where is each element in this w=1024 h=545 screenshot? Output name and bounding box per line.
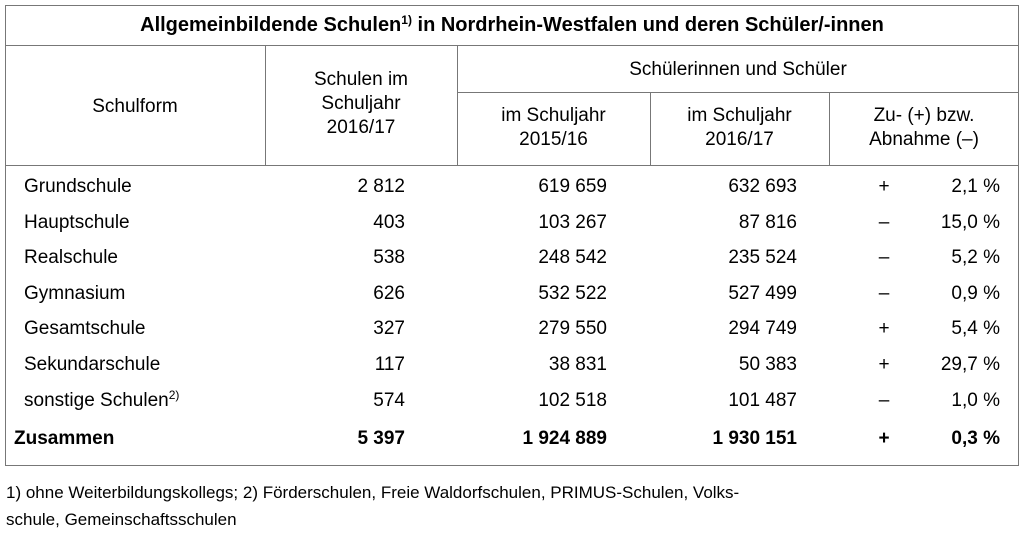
cell: 2,1 % [951,176,1000,197]
label-text: sonstige Schulen [24,389,169,411]
cell: 5,4 % [951,318,1000,340]
cell: 279 550 [538,318,607,340]
header-line: Schulen im [314,69,408,90]
cell: 5,2 % [951,247,1000,269]
title-note: 1) [401,13,412,27]
label-text: Hauptschule [24,211,130,233]
cell: 248 542 [538,247,607,269]
cell-sign: + [878,318,890,340]
cell: 403 [373,211,405,233]
header-line: Schuljahr [321,93,401,114]
header-line: Abnahme (–) [869,129,979,150]
cell: 632 693 [728,176,797,197]
label-text: Zusammen [14,428,115,449]
border [1018,5,1019,466]
cell-sign: – [878,247,890,269]
cell-sign: + [878,428,890,449]
cell: 0,3 % [951,428,1000,449]
label-text: Grundschule [24,176,132,197]
header-sub: im Schuljahr 2015/16 [457,104,650,152]
border [650,92,651,165]
title-main: Allgemeinbildende Schulen [140,14,402,36]
border [5,465,1019,466]
label-text: Sekundarschule [24,354,161,375]
header-group: Schülerinnen und Schüler [629,59,847,80]
cell: 574 [373,389,405,411]
row-label: Hauptschule [24,211,130,235]
header-sub: im Schuljahr 2016/17 [650,104,829,152]
cell: 1,0 % [951,389,1000,411]
header-sub: Zu- (+) bzw. Abnahme (–) [829,104,1019,152]
label-text: Realschule [24,247,118,269]
border [457,45,458,165]
cell: 1 924 889 [522,428,607,449]
header-line: im Schuljahr [687,105,792,126]
cell-sign: – [878,389,890,411]
footnote: schule, Gemeinschaftsschulen [6,510,237,529]
header-line: 2016/17 [705,129,774,150]
cell: 50 383 [738,354,797,375]
header-schulform: Schulform [92,96,178,117]
footnote: 1) ohne Weiterbildungskollegs; 2) Förder… [6,483,740,502]
border [5,45,1019,46]
row-label: Gymnasium [24,282,125,306]
border [5,5,1019,6]
border [5,5,6,466]
cell: 538 [373,247,405,269]
cell: 527 499 [728,282,797,304]
header-line: im Schuljahr [501,105,606,126]
row-label: Gesamtschule [24,317,145,341]
cell-sign: – [878,211,890,233]
header-line: 2015/16 [519,129,588,150]
title-rest: in Nordrhein-Westfalen und deren Schüler… [411,14,884,36]
border [457,92,1019,93]
label-text: Gymnasium [24,282,126,304]
cell: 5 397 [357,428,405,449]
border [829,92,830,165]
cell: 29,7 % [940,354,1000,375]
cell: 2 812 [357,176,405,197]
cell: 102 518 [538,389,607,411]
cell-sign: + [878,354,890,375]
row-label: Zusammen [14,427,114,451]
cell: 101 487 [728,389,797,411]
cell: 87 816 [738,211,797,233]
cell: 294 749 [728,318,797,340]
row-label: Realschule [24,246,118,270]
cell: 327 [373,318,405,340]
cell: 0,9 % [951,282,1000,304]
cell: 619 659 [538,176,607,197]
row-label: Sekundarschule [24,353,160,377]
title: Allgemeinbildende Schulen1) in Nordrhein… [5,12,1019,38]
header-line: Zu- (+) bzw. [873,105,975,126]
cell: 15,0 % [940,211,1000,233]
border [5,165,1019,166]
header-schulen: Schulen im Schuljahr 2016/17 [265,68,457,140]
cell: 1 930 151 [712,428,797,449]
cell: 117 [374,354,405,375]
cell: 532 522 [538,282,607,304]
cell-sign: – [878,282,890,304]
cell: 235 524 [728,247,797,269]
border [265,45,266,165]
row-label: Grundschule [24,175,132,199]
cell: 38 831 [548,354,607,375]
cell-sign: + [878,176,890,197]
label-text: Gesamtschule [24,318,146,340]
label-note: 2) [168,387,180,402]
header-line: 2016/17 [326,117,396,138]
row-label: sonstige Schulen2) [24,389,179,413]
cell: 103 267 [538,211,607,233]
cell: 626 [373,282,405,304]
